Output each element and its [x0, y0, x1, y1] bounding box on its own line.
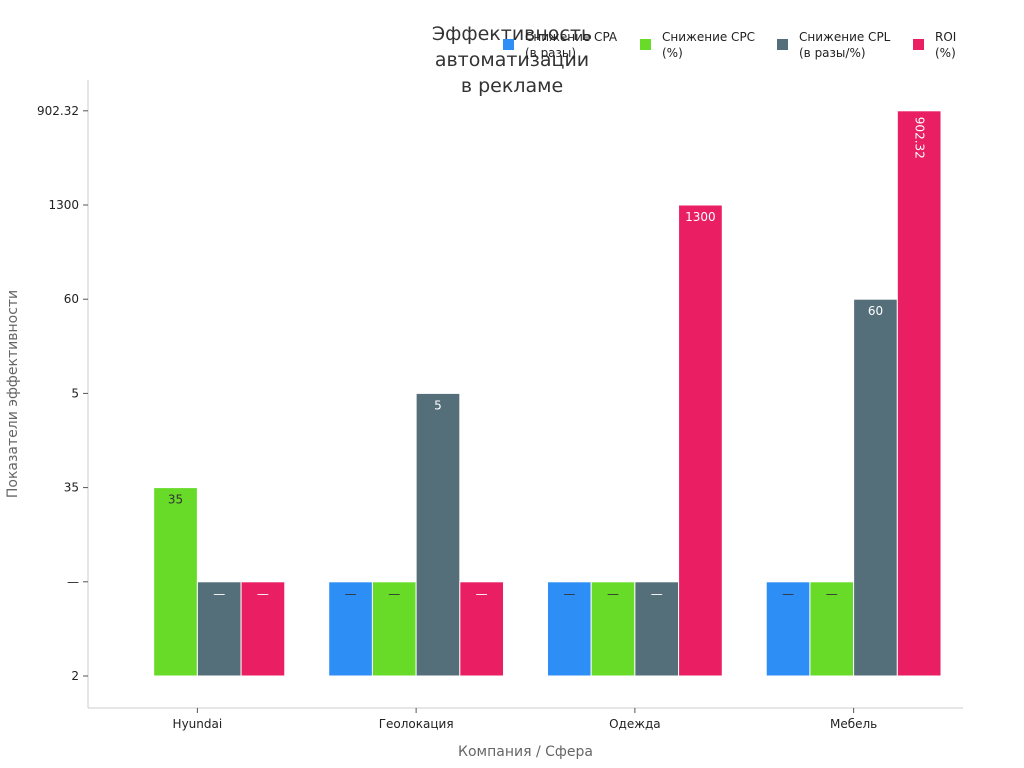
legend-label: (%) — [935, 46, 956, 60]
x-tick-label: Геолокация — [379, 717, 454, 731]
legend-label: Снижение CPC — [662, 30, 755, 44]
bars-group — [153, 110, 942, 677]
legend-swatch — [777, 39, 788, 50]
bar-value-label: — — [213, 587, 225, 601]
legend-label: (%) — [662, 46, 683, 60]
bar — [896, 110, 942, 677]
bar-value-label: 1300 — [685, 210, 716, 224]
bar — [196, 581, 242, 677]
bar-value-label: 902.32 — [913, 117, 927, 159]
bar-value-label: 60 — [868, 304, 883, 318]
legend-label: Снижение CPL — [799, 30, 891, 44]
axes-group — [87, 80, 963, 709]
bar — [809, 581, 855, 677]
bar-value-label: 5 — [434, 398, 442, 412]
bar — [371, 581, 417, 677]
chart-title-line: в рекламе — [461, 75, 563, 97]
y-tick-label: 1300 — [48, 198, 79, 212]
y-tick-label: 902.32 — [37, 104, 79, 118]
legend-label: (в разы) — [525, 46, 576, 60]
bar-value-label: — — [826, 587, 838, 601]
y-tick-label: 60 — [64, 292, 79, 306]
y-axis-title: Показатели эффективности — [5, 290, 21, 498]
legend-swatch — [913, 39, 924, 50]
bar — [634, 581, 680, 677]
bar-value-label: — — [257, 587, 269, 601]
bar — [853, 298, 898, 677]
bar — [546, 581, 592, 677]
x-tick-label: Hyundai — [173, 717, 223, 731]
bar — [678, 204, 723, 677]
chart-title-group: Эффективность автоматизации в рекламе — [432, 23, 592, 97]
legend: Снижение CPA (в разы) Снижение CPC (%) Сниже… — [503, 30, 956, 60]
bar-value-label: — — [782, 587, 794, 601]
y-tick-label: 5 — [71, 386, 79, 400]
bar-value-label: — — [476, 587, 488, 601]
ticks-group: 2 — 35 5 60 1300 902.32 Hyundai Геолокация Одежда… — [5, 104, 877, 760]
chart-title-line: Эффективность — [432, 23, 592, 45]
chart-title-line: автоматизации — [435, 49, 589, 71]
y-tick-label: 35 — [64, 481, 79, 495]
bar-labels-group: 35 — — — — 5 — — — — 1300 — — 60 902.32 — [168, 117, 927, 601]
bar — [415, 392, 461, 677]
legend-label: Снижение CPA — [525, 30, 618, 44]
bar — [459, 581, 505, 677]
bar-value-label: — — [651, 587, 663, 601]
bar-value-label: — — [563, 587, 575, 601]
legend-swatch — [503, 39, 514, 50]
y-tick-label: — — [67, 575, 79, 589]
bar — [590, 581, 636, 677]
bar — [153, 487, 198, 677]
bar-value-label: — — [607, 587, 619, 601]
x-tick-label: Мебель — [830, 717, 877, 731]
bar-value-label: 35 — [168, 493, 183, 507]
legend-label: ROI — [935, 30, 956, 44]
bar — [765, 581, 811, 677]
x-tick-label: Одежда — [609, 717, 661, 731]
y-tick-label: 2 — [71, 669, 79, 683]
legend-swatch — [640, 39, 651, 50]
bar-value-label: — — [345, 587, 357, 601]
x-axis-title: Компания / Сфера — [458, 744, 593, 760]
bar — [240, 581, 286, 677]
bar-value-label: — — [388, 587, 400, 601]
legend-label: (в разы/%) — [799, 46, 866, 60]
bar — [328, 581, 373, 677]
